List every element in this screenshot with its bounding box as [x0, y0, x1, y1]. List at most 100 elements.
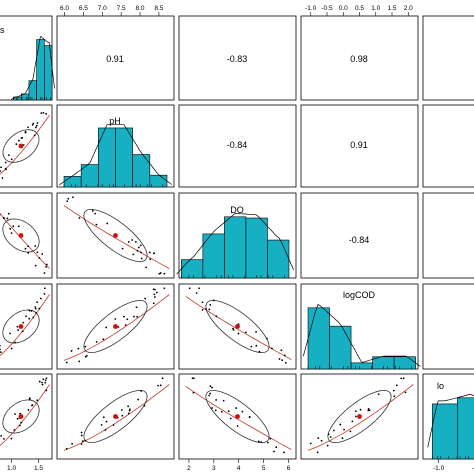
scatter-point	[40, 112, 43, 115]
scatter-point	[34, 307, 37, 310]
scatter-point	[43, 272, 46, 274]
scatter-point	[250, 345, 253, 348]
scatter-point	[139, 244, 142, 247]
histogram-bar	[393, 356, 416, 370]
scatter-point	[2, 438, 5, 440]
scatter-point	[188, 287, 191, 290]
smooth-line	[63, 205, 170, 269]
ph-axis-tick-label: 7.5	[117, 5, 126, 12]
scatter-point	[329, 436, 332, 438]
scatter-point	[215, 399, 218, 401]
scatter-point	[153, 252, 155, 255]
v4-axis-tick-label: -1.0	[433, 465, 445, 472]
histogram-bar	[307, 307, 330, 370]
scatter-point	[245, 331, 247, 334]
scatter-point	[4, 167, 7, 170]
scatter-point	[145, 266, 148, 269]
logcod-axis-tick-label: 1.0	[371, 5, 380, 12]
correlation-value-r03: 0.98	[350, 54, 368, 64]
panel-frame	[0, 283, 53, 370]
scatter-point	[39, 297, 42, 300]
scatter-point	[10, 437, 13, 440]
scatter-point	[283, 354, 286, 357]
scatter-point	[15, 143, 18, 146]
scatter-point	[137, 398, 140, 401]
panel-frame	[56, 373, 175, 460]
panel-frame	[0, 373, 53, 460]
histogram-bar	[224, 216, 247, 279]
smooth-line	[307, 384, 414, 451]
scatter-point	[34, 306, 37, 308]
scatter-point	[17, 225, 20, 228]
scatter-point	[10, 158, 13, 161]
scatter-point	[209, 304, 212, 306]
panel-frame	[422, 104, 474, 188]
scatter-point	[283, 451, 285, 454]
panel-frame	[422, 373, 474, 460]
smooth-line	[185, 386, 292, 450]
ph-axis-tick-label: 6.5	[79, 5, 88, 12]
smooth-line	[63, 294, 170, 361]
scatter-point	[34, 264, 37, 267]
do-axis-tick-label: 6	[287, 465, 291, 472]
scatter-point	[377, 393, 380, 396]
scatter-point	[280, 349, 283, 352]
scatter-point	[140, 251, 142, 254]
correlation-ellipse	[2, 399, 40, 434]
scatter-point	[227, 410, 230, 412]
do-axis-tick-label: 3	[212, 465, 216, 472]
scatter-point	[38, 380, 41, 383]
scatter-point	[316, 451, 319, 454]
scatter-point	[359, 408, 362, 411]
scatter-point	[127, 405, 130, 408]
scatter-point	[27, 252, 30, 254]
ph-axis-tick-label: 7.0	[98, 5, 107, 12]
scatter-point	[127, 240, 130, 243]
scatter-point	[36, 399, 39, 402]
scatter-point	[24, 131, 27, 134]
scatter-point	[153, 293, 156, 296]
scatter-point	[44, 379, 47, 382]
scatter-point	[22, 321, 25, 324]
scatter-point	[42, 111, 45, 114]
scatter-point	[309, 442, 312, 445]
scatter-point	[229, 417, 232, 420]
scatter-point	[159, 384, 162, 387]
scatter-point	[255, 330, 257, 333]
correlation-ellipse	[2, 129, 40, 163]
scatter-point	[201, 308, 204, 311]
mean-point	[113, 414, 118, 419]
scatter-point	[81, 440, 84, 442]
histogram-bar	[28, 80, 37, 101]
scatter-point	[205, 308, 207, 311]
scatter-point	[1, 177, 4, 179]
scatter-point	[260, 441, 263, 444]
scatter-point	[163, 287, 166, 290]
scatter-point	[343, 428, 345, 431]
panel-frame	[178, 283, 297, 370]
scatter-point	[402, 377, 405, 380]
scatter-point	[0, 344, 1, 347]
smooth-line	[0, 384, 50, 447]
scatter-point	[157, 384, 160, 387]
scatter-point	[211, 386, 213, 389]
mean-point	[18, 324, 24, 329]
scatter-point	[7, 212, 10, 215]
panel-frame	[300, 192, 419, 279]
histogram-bar	[245, 217, 268, 279]
scatter-point	[131, 239, 133, 241]
panel-frame	[300, 104, 419, 188]
scatter-point	[209, 385, 212, 388]
scatter-point	[19, 412, 22, 415]
scatter-point	[284, 362, 287, 364]
panel-frame	[0, 104, 53, 188]
scatter-point	[44, 381, 47, 384]
panel-frame	[422, 15, 474, 101]
scatter-point	[0, 351, 2, 354]
scatter-point	[201, 301, 204, 304]
histogram-bar	[36, 39, 45, 101]
scatter-point	[117, 326, 120, 328]
panel-frame	[178, 104, 297, 188]
scatter-point	[128, 409, 131, 412]
